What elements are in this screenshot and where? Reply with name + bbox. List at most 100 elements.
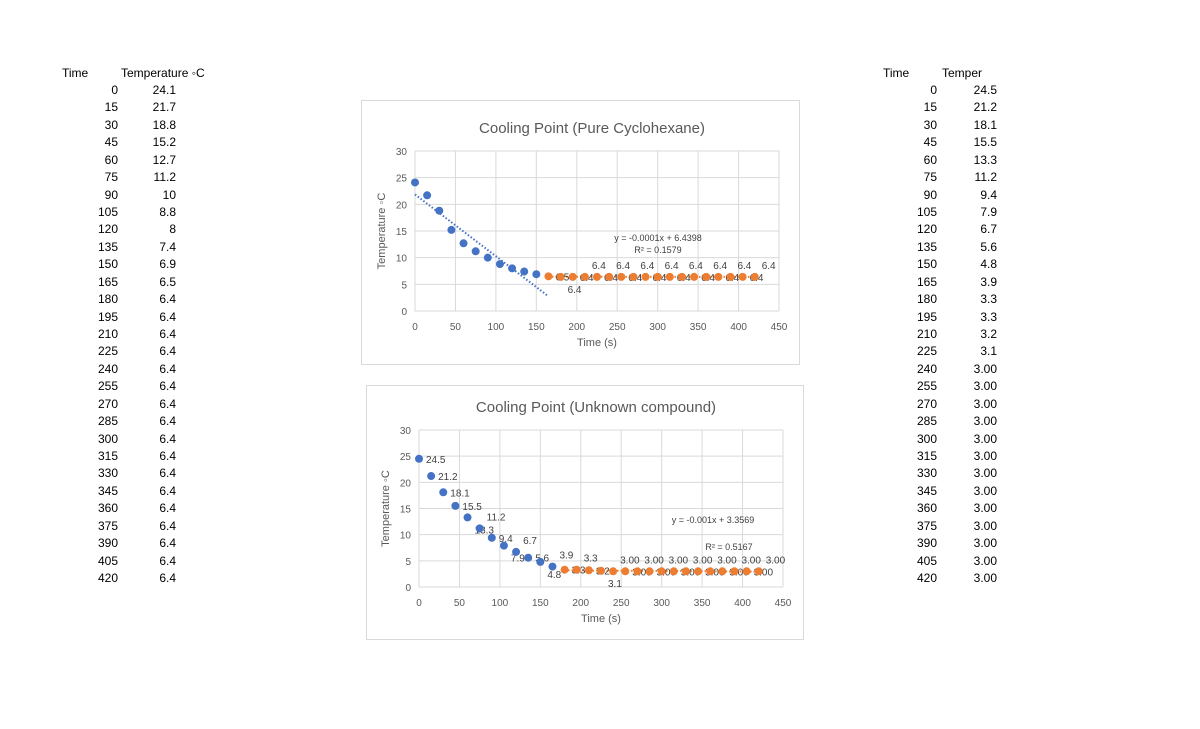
temperature-cell: 6.4 <box>159 396 176 411</box>
data-point <box>463 513 472 522</box>
data-label: 3.00 <box>669 555 689 566</box>
temperature-cell: 6.4 <box>159 344 176 359</box>
data-label: 3.00 <box>729 567 749 578</box>
temperature-cell: 6.7 <box>980 222 997 237</box>
temperature-cell: 24.5 <box>973 83 997 97</box>
data-label: 18.1 <box>450 488 470 499</box>
trendline-equation: y = -0.001x + 3.3569 <box>672 515 755 525</box>
data-point <box>726 272 735 281</box>
temperature-cell: 12.7 <box>152 152 176 167</box>
data-label: 3.00 <box>705 567 725 578</box>
data-label: 6.4 <box>616 261 630 272</box>
y-tick-label: 15 <box>396 227 408 238</box>
time-cell: 0 <box>111 83 118 97</box>
time-cell: 240 <box>97 361 118 376</box>
data-point <box>451 501 460 510</box>
column-header-time: Time <box>883 66 910 80</box>
temperature-cell: 6.4 <box>159 327 176 342</box>
time-cell: 300 <box>97 431 118 446</box>
time-cell: 195 <box>916 309 937 324</box>
data-point <box>459 239 468 248</box>
temperature-cell: 3.00 <box>973 553 997 568</box>
data-point <box>621 567 630 576</box>
data-label: 6.4 <box>568 285 582 296</box>
x-tick-label: 150 <box>528 322 545 333</box>
data-point <box>548 562 557 571</box>
time-cell: 60 <box>923 152 937 167</box>
data-point <box>738 272 747 281</box>
time-cell: 150 <box>916 257 937 272</box>
time-cell: 15 <box>104 100 118 115</box>
y-tick-label: 25 <box>396 174 408 185</box>
temperature-cell: 3.00 <box>973 571 997 586</box>
x-tick-label: 250 <box>609 322 626 333</box>
data-point <box>475 524 484 533</box>
temperature-cell: 6.4 <box>159 292 176 307</box>
time-cell: 300 <box>916 431 937 446</box>
temperature-cell: 6.4 <box>159 483 176 498</box>
data-point <box>617 272 626 281</box>
y-axis-label: Temperature ◦C <box>380 470 392 547</box>
column-header-time: Time <box>62 66 89 80</box>
data-label: 15.5 <box>462 502 482 513</box>
x-tick-label: 200 <box>568 322 585 333</box>
time-cell: 165 <box>97 274 118 289</box>
time-cell: 180 <box>97 292 118 307</box>
data-point <box>471 247 480 256</box>
chart-title: Cooling Point (Pure Cyclohexane) <box>479 120 705 137</box>
time-cell: 45 <box>923 135 937 150</box>
time-cell: 90 <box>923 187 937 202</box>
chart-pure-cyclohexane[interactable]: Cooling Point (Pure Cyclohexane) 0 5 10 15 20… <box>361 100 800 365</box>
temperature-cell: 7.4 <box>159 239 176 254</box>
time-cell: 60 <box>104 152 118 167</box>
trendline-r-squared: R² = 0.5167 <box>705 542 752 552</box>
temperature-cell: 6.4 <box>159 501 176 516</box>
time-cell: 30 <box>104 117 118 132</box>
data-point <box>423 191 432 200</box>
temperature-cell: 3.00 <box>973 501 997 516</box>
data-point <box>730 567 739 576</box>
x-tick-label: 350 <box>694 598 711 609</box>
data-label: 3.00 <box>717 555 737 566</box>
temperature-cell: 3.00 <box>973 431 997 446</box>
data-point <box>653 272 662 281</box>
data-point <box>508 264 517 273</box>
x-axis-label: Time (s) <box>581 613 621 625</box>
y-tick-label: 10 <box>396 254 408 265</box>
data-label: 6.4 <box>592 261 606 272</box>
chart-title: Cooling Point (Unknown compound) <box>476 399 716 416</box>
data-point <box>439 488 448 497</box>
temperature-cell: 18.1 <box>973 117 997 132</box>
y-tick-label: 10 <box>400 531 412 542</box>
data-point <box>750 272 759 281</box>
data-point <box>609 567 618 576</box>
time-cell: 75 <box>104 170 118 185</box>
trendline <box>564 569 759 573</box>
data-point <box>677 272 686 281</box>
time-cell: 360 <box>916 501 937 516</box>
x-tick-label: 400 <box>734 598 751 609</box>
data-label: 3.00 <box>754 567 774 578</box>
time-cell: 90 <box>104 187 118 202</box>
time-cell: 270 <box>916 396 937 411</box>
x-tick-label: 350 <box>690 322 707 333</box>
temperature-cell: 6.4 <box>159 361 176 376</box>
time-cell: 150 <box>97 257 118 272</box>
data-label: 3.00 <box>693 555 713 566</box>
data-label: 6.4 <box>762 261 776 272</box>
temperature-cell: 6.4 <box>159 553 176 568</box>
x-axis-label: Time (s) <box>577 337 617 349</box>
time-cell: 105 <box>916 205 937 219</box>
chart-unknown-compound[interactable]: Cooling Point (Unknown compound) 0 5 10 15 20… <box>366 385 804 640</box>
time-cell: 390 <box>97 536 118 551</box>
data-point <box>447 225 456 234</box>
data-point <box>435 206 444 215</box>
time-cell: 270 <box>97 396 118 411</box>
time-cell: 255 <box>916 379 937 394</box>
data-label: 3.00 <box>620 555 640 566</box>
x-tick-label: 50 <box>450 322 462 333</box>
data-point <box>499 541 508 550</box>
x-tick-label: 300 <box>653 598 670 609</box>
temperature-cell: 6.4 <box>159 571 176 586</box>
data-label: 3.00 <box>741 555 761 566</box>
